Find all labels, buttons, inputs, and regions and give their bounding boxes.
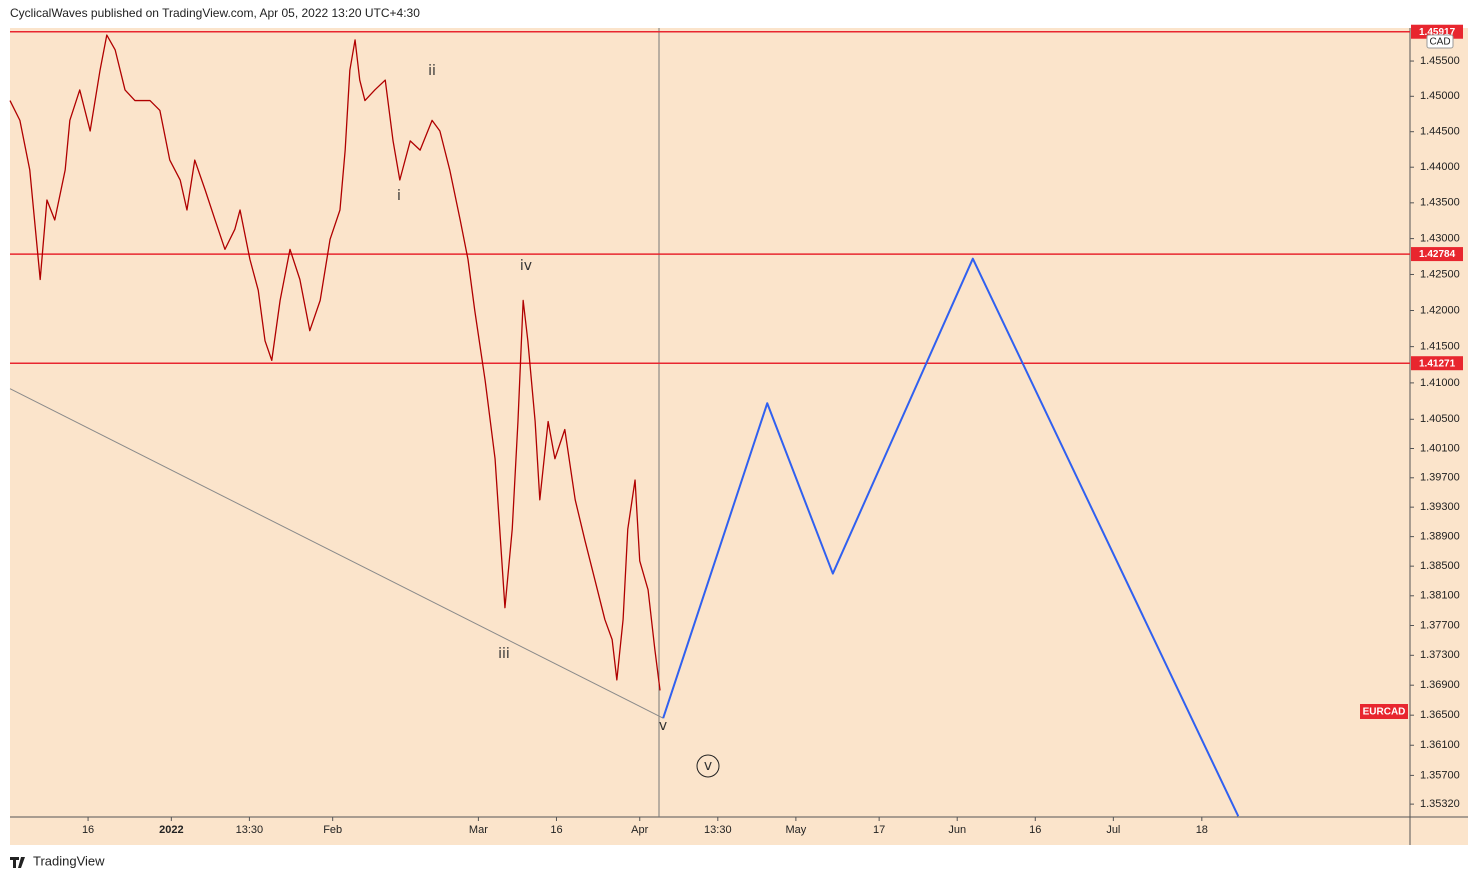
symbol-tag bbox=[1360, 704, 1408, 719]
wave-label: iv bbox=[520, 258, 532, 274]
y-tick-label: 1.38900 bbox=[1420, 531, 1460, 543]
x-tick-label: Apr bbox=[631, 824, 648, 836]
x-tick-label: Jun bbox=[948, 824, 966, 836]
logo-icon bbox=[10, 857, 25, 868]
x-tick-label: 16 bbox=[550, 824, 562, 836]
y-tick-label: 1.39700 bbox=[1420, 472, 1460, 484]
y-tick-label: 1.37700 bbox=[1420, 619, 1460, 631]
wave-label: iii bbox=[498, 646, 510, 662]
wave-circle bbox=[696, 754, 720, 778]
level-tag bbox=[1411, 356, 1463, 371]
wave-label: v bbox=[659, 718, 667, 734]
level-label: 1.42784 bbox=[1419, 249, 1456, 260]
footer-text: TradingView bbox=[33, 853, 105, 868]
y-tick-label: 1.38500 bbox=[1420, 560, 1460, 572]
y-tick-label: 1.42000 bbox=[1420, 304, 1460, 316]
y-tick-label: 1.41000 bbox=[1420, 377, 1460, 389]
y-tick-label: 1.35700 bbox=[1420, 769, 1460, 781]
y-tick-label: 1.39300 bbox=[1420, 501, 1460, 513]
y-tick-label: 1.40500 bbox=[1420, 413, 1460, 425]
header: CyclicalWaves published on TradingView.c… bbox=[10, 6, 420, 20]
y-tick-label: 1.37300 bbox=[1420, 649, 1460, 661]
x-tick-label: Jul bbox=[1106, 824, 1120, 836]
y-tick-label: 1.45000 bbox=[1420, 90, 1460, 102]
y-tick-label: 1.43500 bbox=[1420, 197, 1460, 209]
y-tick-label: 1.41500 bbox=[1420, 341, 1460, 353]
x-tick-label: 16 bbox=[1029, 824, 1041, 836]
x-tick-label: 13:30 bbox=[236, 824, 264, 836]
x-tick-label: May bbox=[785, 824, 806, 836]
footer-logo: TradingView bbox=[10, 853, 105, 868]
level-label: 1.45917 bbox=[1419, 27, 1456, 38]
series-line bbox=[9, 34, 661, 691]
y-tick-label: 1.36500 bbox=[1420, 709, 1460, 721]
level-tag bbox=[1411, 247, 1463, 262]
y-tick-label: 1.35320 bbox=[1420, 798, 1460, 810]
y-tick-label: 1.36900 bbox=[1420, 679, 1460, 691]
wave-label: i bbox=[397, 188, 401, 204]
x-tick-label: 16 bbox=[82, 824, 94, 836]
level-label: 1.41271 bbox=[1419, 358, 1456, 369]
wave-label: ii bbox=[428, 63, 436, 79]
y-tick-label: 1.43000 bbox=[1420, 233, 1460, 245]
x-tick-label: 17 bbox=[873, 824, 885, 836]
currency-box bbox=[1426, 34, 1454, 49]
series-line bbox=[662, 257, 1240, 817]
wave-label: v bbox=[704, 758, 712, 774]
series-line bbox=[9, 388, 664, 719]
y-tick-label: 1.40100 bbox=[1420, 442, 1460, 454]
y-tick-label: 1.44500 bbox=[1420, 126, 1460, 138]
y-tick-label: 1.42500 bbox=[1420, 268, 1460, 280]
symbol-label: EURCAD bbox=[1363, 707, 1406, 718]
chart-background bbox=[10, 28, 1468, 845]
y-tick-label: 1.36100 bbox=[1420, 739, 1460, 751]
currency-label: CAD bbox=[1429, 37, 1450, 48]
x-tick-label: Feb bbox=[323, 824, 342, 836]
x-tick-label: Mar bbox=[469, 824, 488, 836]
y-tick-label: 1.44000 bbox=[1420, 161, 1460, 173]
y-tick-label: 1.38100 bbox=[1420, 590, 1460, 602]
y-tick-label: 1.45500 bbox=[1420, 55, 1460, 67]
x-tick-label: 13:30 bbox=[704, 824, 732, 836]
x-tick-label: 2022 bbox=[159, 824, 183, 836]
x-tick-label: 18 bbox=[1196, 824, 1208, 836]
